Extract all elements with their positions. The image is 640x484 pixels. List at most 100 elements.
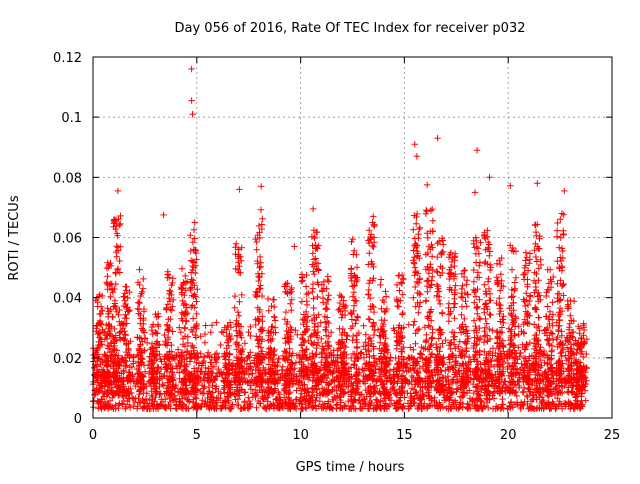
data-point <box>179 266 185 272</box>
data-point <box>236 269 242 275</box>
data-point <box>518 350 524 356</box>
data-point <box>555 328 561 334</box>
data-point <box>410 247 416 253</box>
data-point <box>116 258 122 264</box>
data-point <box>497 305 503 311</box>
data-point <box>535 314 541 320</box>
data-point <box>193 298 199 304</box>
data-point <box>354 344 360 350</box>
data-point <box>320 295 326 301</box>
data-point <box>428 342 434 348</box>
data-point <box>191 227 197 233</box>
data-point <box>410 322 416 328</box>
data-point <box>423 207 429 213</box>
data-point <box>265 296 271 302</box>
data-point <box>400 310 406 316</box>
data-point <box>258 264 264 270</box>
data-point <box>367 335 373 341</box>
data-point <box>434 282 440 288</box>
data-point <box>310 295 316 301</box>
data-point <box>363 331 369 337</box>
data-point <box>498 271 504 277</box>
data-point <box>125 295 131 301</box>
data-point <box>279 367 285 373</box>
data-point <box>310 341 316 347</box>
data-point <box>481 282 487 288</box>
data-point <box>473 259 479 265</box>
data-point <box>326 278 332 284</box>
data-point <box>414 211 420 217</box>
data-point <box>426 270 432 276</box>
data-point <box>235 309 241 315</box>
data-point <box>180 298 186 304</box>
data-point <box>176 324 182 330</box>
data-point <box>532 222 538 228</box>
data-point <box>566 389 572 395</box>
data-point <box>136 387 142 393</box>
data-point <box>412 330 418 336</box>
data-point <box>412 264 418 270</box>
data-point <box>141 404 147 410</box>
data-point <box>446 301 452 307</box>
data-point <box>193 311 199 317</box>
data-point <box>370 319 376 325</box>
data-point <box>522 303 528 309</box>
data-point <box>104 273 110 279</box>
data-point <box>447 346 453 352</box>
data-point <box>554 227 560 233</box>
data-point <box>270 297 276 303</box>
data-point <box>459 290 465 296</box>
data-point <box>476 263 482 269</box>
data-point <box>120 294 126 300</box>
data-point <box>208 329 214 335</box>
data-point <box>573 397 579 403</box>
data-point <box>459 304 465 310</box>
data-point <box>508 293 514 299</box>
data-point <box>299 298 305 304</box>
data-point <box>382 288 388 294</box>
data-point <box>242 340 248 346</box>
data-point <box>138 335 144 341</box>
data-point <box>136 266 142 272</box>
data-point <box>512 286 518 292</box>
data-point <box>340 389 346 395</box>
data-point <box>417 225 423 231</box>
data-point <box>489 327 495 333</box>
data-point <box>417 291 423 297</box>
data-point <box>122 298 128 304</box>
data-point <box>310 305 316 311</box>
data-point <box>571 298 577 304</box>
data-point <box>451 315 457 321</box>
data-point <box>287 301 293 307</box>
data-point <box>450 380 456 386</box>
data-point <box>286 391 292 397</box>
data-point <box>434 268 440 274</box>
data-point <box>185 340 191 346</box>
data-point <box>354 264 360 270</box>
data-point <box>117 336 123 342</box>
data-point <box>245 394 251 400</box>
data-point <box>98 311 104 317</box>
data-point <box>105 314 111 320</box>
data-point <box>556 244 562 250</box>
data-point <box>423 298 429 304</box>
data-points <box>90 66 590 412</box>
data-point <box>396 287 402 293</box>
data-point <box>140 285 146 291</box>
data-point <box>127 405 133 411</box>
data-point <box>232 293 238 299</box>
data-point <box>429 351 435 357</box>
data-point <box>406 321 412 327</box>
data-point <box>464 303 470 309</box>
data-point <box>567 313 573 319</box>
data-point <box>202 322 208 328</box>
data-point <box>548 348 554 354</box>
data-point <box>491 395 497 401</box>
data-point <box>98 303 104 309</box>
data-point <box>483 300 489 306</box>
data-point <box>272 317 278 323</box>
data-point <box>464 277 470 283</box>
data-point <box>531 321 537 327</box>
data-point <box>256 223 262 229</box>
data-point <box>115 312 121 318</box>
